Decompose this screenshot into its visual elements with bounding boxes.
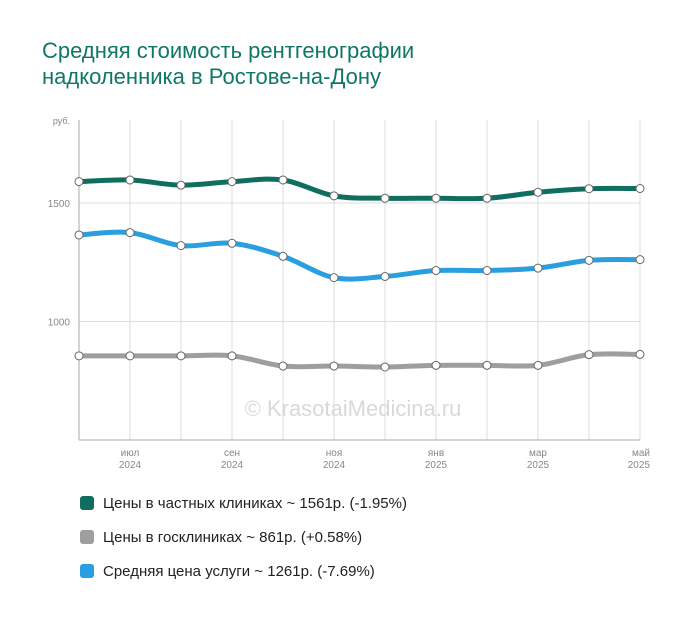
x-tick-year-3: 2025 — [425, 460, 448, 470]
series-line-average — [76, 229, 643, 282]
point-private-5 — [329, 191, 339, 201]
series-line-public — [76, 351, 643, 370]
point-average-0 — [74, 230, 84, 240]
point-average-5 — [329, 273, 339, 283]
point-public-8 — [482, 360, 492, 370]
legend-label-public: Цены в госклиниках ~ 861р. (+0.58%) — [103, 528, 363, 546]
legend-item-average[interactable]: Средняя цена услуги ~ 1261р. (-7.69%) — [80, 554, 407, 588]
series-line-private — [76, 176, 643, 202]
line-chart: 10001500руб.июл2024сен2024ноя2024янв2025… — [48, 116, 651, 470]
x-tick-year-2: 2024 — [323, 460, 346, 470]
point-public-5 — [329, 361, 339, 371]
point-average-11 — [635, 255, 645, 265]
x-tick-year-1: 2024 — [221, 460, 244, 470]
point-private-7 — [431, 193, 441, 203]
point-average-10 — [584, 255, 594, 265]
chart-title: Средняя стоимость рентгенографии надколе… — [42, 38, 662, 90]
x-tick-month-4: мар — [529, 448, 547, 459]
point-average-9 — [533, 263, 543, 273]
point-average-3 — [227, 238, 237, 248]
point-private-8 — [482, 193, 492, 203]
point-public-2 — [176, 351, 186, 361]
point-average-1 — [125, 228, 135, 238]
point-public-1 — [125, 351, 135, 361]
legend-swatch-private — [80, 496, 94, 510]
point-private-6 — [380, 193, 390, 203]
x-tick-year-4: 2025 — [527, 460, 550, 470]
point-average-4 — [278, 251, 288, 261]
point-public-10 — [584, 350, 594, 360]
point-average-6 — [380, 271, 390, 281]
point-public-7 — [431, 360, 441, 370]
x-tick-month-3: янв — [428, 448, 444, 459]
point-public-0 — [74, 351, 84, 361]
point-private-3 — [227, 177, 237, 187]
y-tick-label-0: 1000 — [48, 317, 71, 328]
chart-title-line-1: Средняя стоимость рентгенографии — [42, 38, 415, 63]
legend-swatch-public — [80, 530, 94, 544]
x-tick-year-5: 2025 — [628, 460, 651, 470]
watermark: © KrasotaiMedicina.ru — [245, 396, 462, 421]
point-public-4 — [278, 361, 288, 371]
point-public-11 — [635, 349, 645, 359]
point-public-3 — [227, 351, 237, 361]
point-public-9 — [533, 360, 543, 370]
y-tick-label-1: 1500 — [48, 199, 71, 210]
point-private-2 — [176, 180, 186, 190]
chart-legend: Цены в частных клиниках ~ 1561р. (-1.95%… — [80, 486, 407, 588]
legend-label-average: Средняя цена услуги ~ 1261р. (-7.69%) — [103, 562, 375, 580]
chart-title-line-2: надколенника в Ростове-на-Дону — [42, 64, 382, 89]
point-private-10 — [584, 184, 594, 194]
x-tick-month-1: сен — [224, 448, 240, 459]
point-private-11 — [635, 184, 645, 194]
x-tick-month-0: июл — [121, 448, 140, 459]
point-public-6 — [380, 362, 390, 372]
y-axis-unit-label: руб. — [53, 116, 70, 126]
point-average-8 — [482, 266, 492, 276]
legend-label-private: Цены в частных клиниках ~ 1561р. (-1.95%… — [103, 494, 407, 512]
legend-swatch-average — [80, 564, 94, 578]
x-tick-month-5: май — [632, 448, 650, 459]
point-private-4 — [278, 175, 288, 185]
x-tick-year-0: 2024 — [119, 460, 142, 470]
legend-item-public[interactable]: Цены в госклиниках ~ 861р. (+0.58%) — [80, 520, 407, 554]
x-tick-month-2: ноя — [326, 448, 343, 459]
point-private-9 — [533, 187, 543, 197]
legend-item-private[interactable]: Цены в частных клиниках ~ 1561р. (-1.95%… — [80, 486, 407, 520]
point-average-2 — [176, 241, 186, 251]
point-private-0 — [74, 177, 84, 187]
point-private-1 — [125, 175, 135, 185]
point-average-7 — [431, 266, 441, 276]
